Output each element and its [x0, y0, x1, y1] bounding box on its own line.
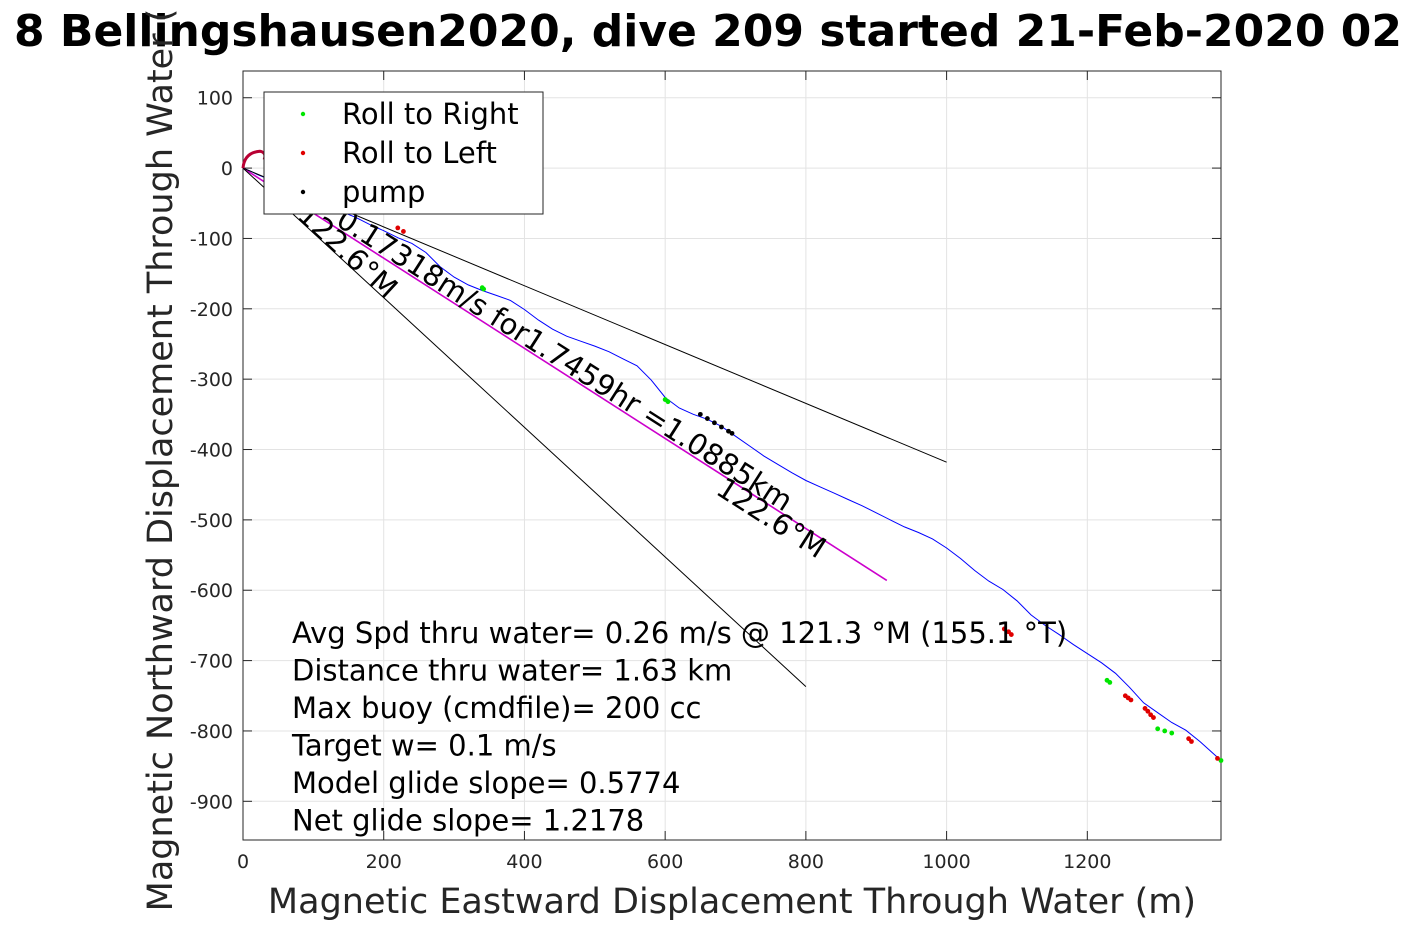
legend-label: pump	[342, 175, 425, 209]
roll-left-marker	[1189, 739, 1194, 744]
x-tick-label: 600	[647, 851, 683, 873]
roll-left-marker	[1128, 697, 1134, 703]
y-tick-label: -800	[190, 721, 233, 743]
legend: Roll to Right Roll to Left pump	[263, 91, 544, 215]
x-axis-label: Magnetic Eastward Displacement Through W…	[268, 882, 1196, 922]
pump-marker	[697, 411, 703, 417]
legend-marker	[300, 150, 306, 156]
legend-label: Roll to Left	[342, 136, 497, 170]
plot-area	[242, 70, 1222, 841]
legend-box	[263, 91, 544, 215]
x-tick-label: 1200	[1063, 851, 1111, 873]
y-tick-label: 0	[221, 158, 233, 180]
stats-line: Avg Spd thru water= 0.26 m/s @ 121.3 °M …	[292, 616, 1067, 650]
stats-line: Distance thru water= 1.63 km	[292, 654, 732, 688]
roll-right-marker	[1162, 728, 1168, 734]
stats-line: Target w= 0.1 m/s	[291, 729, 557, 763]
marker-layer	[395, 225, 1224, 763]
roll-left-marker	[1008, 632, 1014, 637]
legend-items: Roll to Right Roll to Left pump	[300, 97, 519, 209]
legend-label: Roll to Right	[342, 97, 519, 131]
roll-right-marker	[481, 286, 487, 292]
y-tick-label: -400	[190, 440, 233, 462]
pump-marker	[712, 420, 717, 426]
x-tick-label: 800	[788, 851, 824, 873]
roll-left-marker	[395, 225, 401, 231]
y-tick-label: -600	[190, 580, 233, 602]
roll-left-marker	[1151, 715, 1156, 720]
x-tick-label: 0	[237, 851, 249, 873]
y-tick-label: -500	[190, 510, 233, 532]
roll-left-marker	[401, 229, 406, 234]
roll-right-marker	[1169, 730, 1175, 736]
pump-marker	[719, 424, 724, 430]
axis-ticks: 0 200 400 600 800 1000 12001000-100-200-300-40…	[190, 71, 1221, 873]
pump-marker	[729, 430, 735, 436]
series-line-reference	[242, 167, 947, 463]
stats-line: Max buoy (cmdfile)= 200 cc	[292, 691, 701, 725]
roll-right-marker	[665, 399, 671, 405]
stats-line: Model glide slope= 0.5774	[292, 766, 680, 800]
y-tick-label: -200	[190, 299, 233, 321]
roll-left-marker	[1001, 626, 1007, 632]
roll-right-marker	[1155, 726, 1161, 732]
stats-line: Net glide slope= 1.2178	[292, 804, 644, 838]
roll-right-marker	[1107, 680, 1113, 685]
y-tick-label: -100	[190, 228, 233, 250]
y-tick-label: -900	[190, 791, 233, 813]
series-line-reference	[242, 167, 807, 687]
stats-box: Avg Spd thru water= 0.26 m/s @ 121.3 °M …	[291, 616, 1067, 838]
y-axis-label: Magnetic Northward Displacement Through …	[141, 9, 181, 912]
pump-marker	[704, 416, 710, 421]
grid-lines	[242, 71, 1221, 840]
x-tick-label: 200	[366, 851, 402, 873]
legend-marker	[300, 111, 306, 117]
y-tick-label: -700	[190, 651, 233, 673]
surface-track-loop	[241, 149, 267, 169]
x-tick-label: 1000	[922, 851, 970, 873]
chart-title: 8 Bellingshausen2020, dive 209 started 2…	[14, 6, 1402, 57]
x-tick-label: 400	[506, 851, 542, 873]
series-line-glide-estimate	[242, 167, 888, 582]
roll-left-marker	[1215, 755, 1220, 761]
roll-left-marker	[1145, 708, 1151, 714]
legend-marker	[300, 189, 306, 195]
y-tick-label: 100	[197, 88, 233, 110]
pump-marker	[726, 428, 731, 434]
annotation-layer: 0.17318m/s for1.7459hr =1.0885km122.6°M1…	[291, 197, 832, 565]
y-tick-label: -300	[190, 369, 233, 391]
roll-right-marker	[1218, 758, 1224, 763]
